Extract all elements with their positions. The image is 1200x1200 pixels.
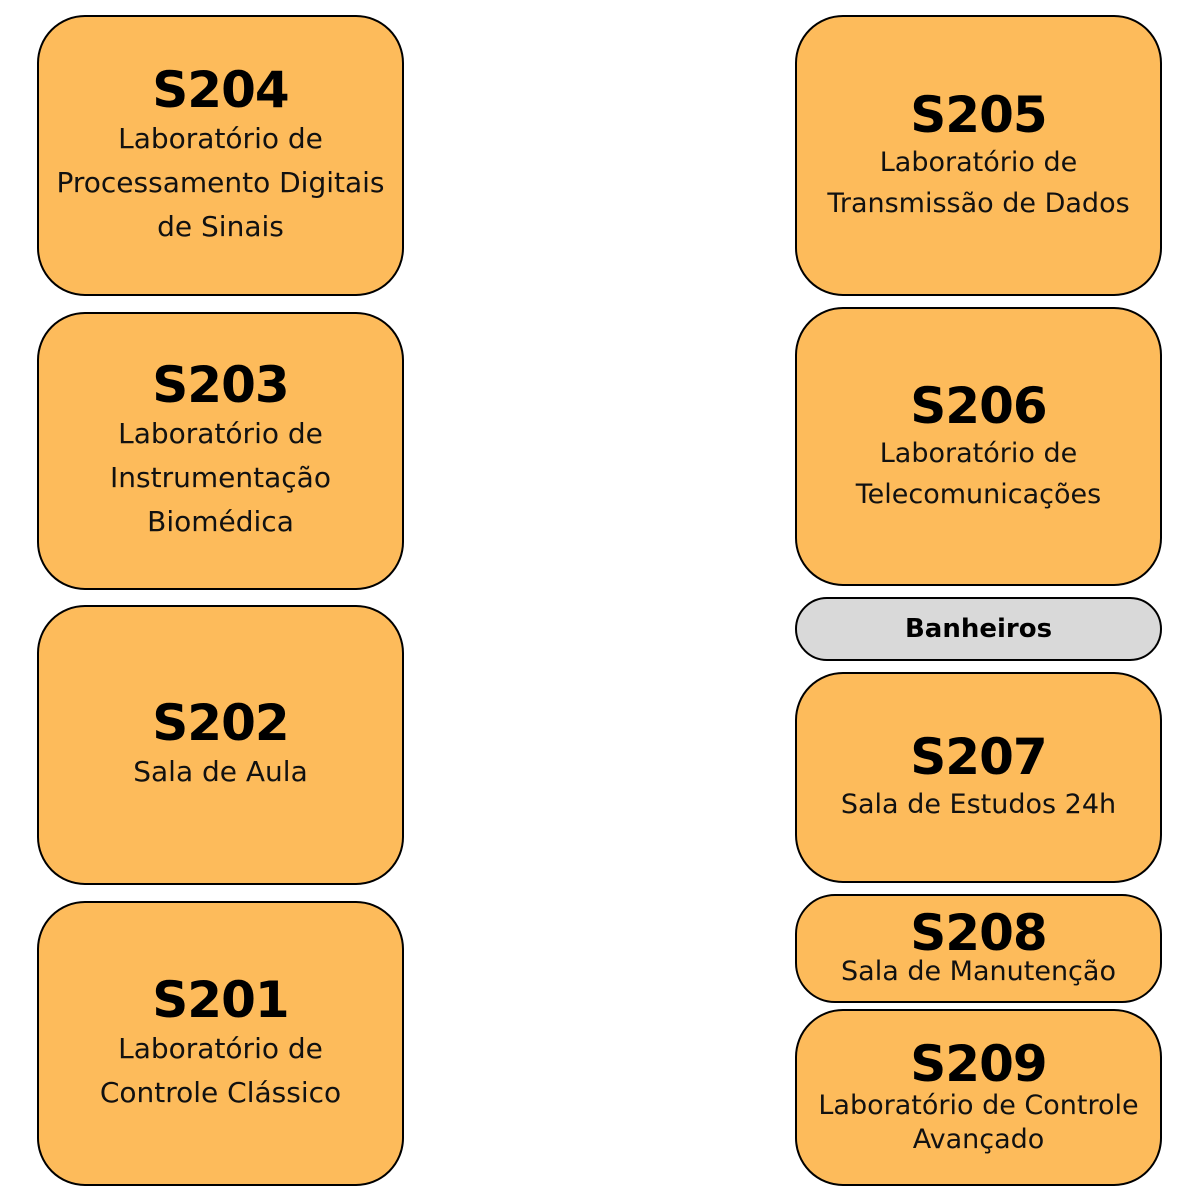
room-description: Sala de Manutenção: [841, 956, 1116, 988]
room-s205: S205 Laboratório de Transmissão de Dados: [795, 15, 1162, 296]
room-code: S209: [910, 1034, 1047, 1093]
room-description: Laboratório de Transmissão de Dados: [827, 146, 1130, 219]
room-description: Laboratório de Instrumentação Biomédica: [110, 417, 331, 538]
room-code: S203: [152, 356, 289, 414]
room-description: Sala de Estudos 24h: [840, 789, 1117, 820]
room-s209: S209 Laboratório de Controle Avançado: [795, 1009, 1162, 1186]
room-s201: S201 Laboratório de Controle Clássico: [37, 901, 404, 1186]
room-code: S204: [152, 60, 289, 119]
room-code: S202: [152, 694, 289, 752]
room-s202: S202 Sala de Aula: [37, 605, 404, 885]
room-s208: S208 Sala de Manutenção: [795, 894, 1162, 1003]
room-description: Laboratório de Controle Avançado: [818, 1089, 1139, 1155]
room-code: S206: [910, 376, 1047, 435]
room-description: Sala de Aula: [133, 755, 308, 788]
room-s203: S203 Laboratório de Instrumentação Biomé…: [37, 312, 404, 590]
room-code: S201: [152, 970, 289, 1029]
room-s206: S206 Laboratório de Telecomunicações: [795, 307, 1162, 586]
room-code: S205: [910, 85, 1047, 144]
room-description: Laboratório de Controle Clássico: [99, 1031, 342, 1109]
room-code: S207: [910, 728, 1047, 786]
bathrooms: Banheiros: [795, 597, 1162, 661]
room-code: S208: [910, 903, 1047, 962]
room-s207: S207 Sala de Estudos 24h: [795, 672, 1162, 883]
room-description: Laboratório de Telecomunicações: [855, 437, 1102, 510]
room-description: Laboratório de Processamento Digitais de…: [56, 121, 385, 243]
room-s204: S204 Laboratório de Processamento Digita…: [37, 15, 404, 296]
bathrooms-label: Banheiros: [904, 614, 1053, 644]
